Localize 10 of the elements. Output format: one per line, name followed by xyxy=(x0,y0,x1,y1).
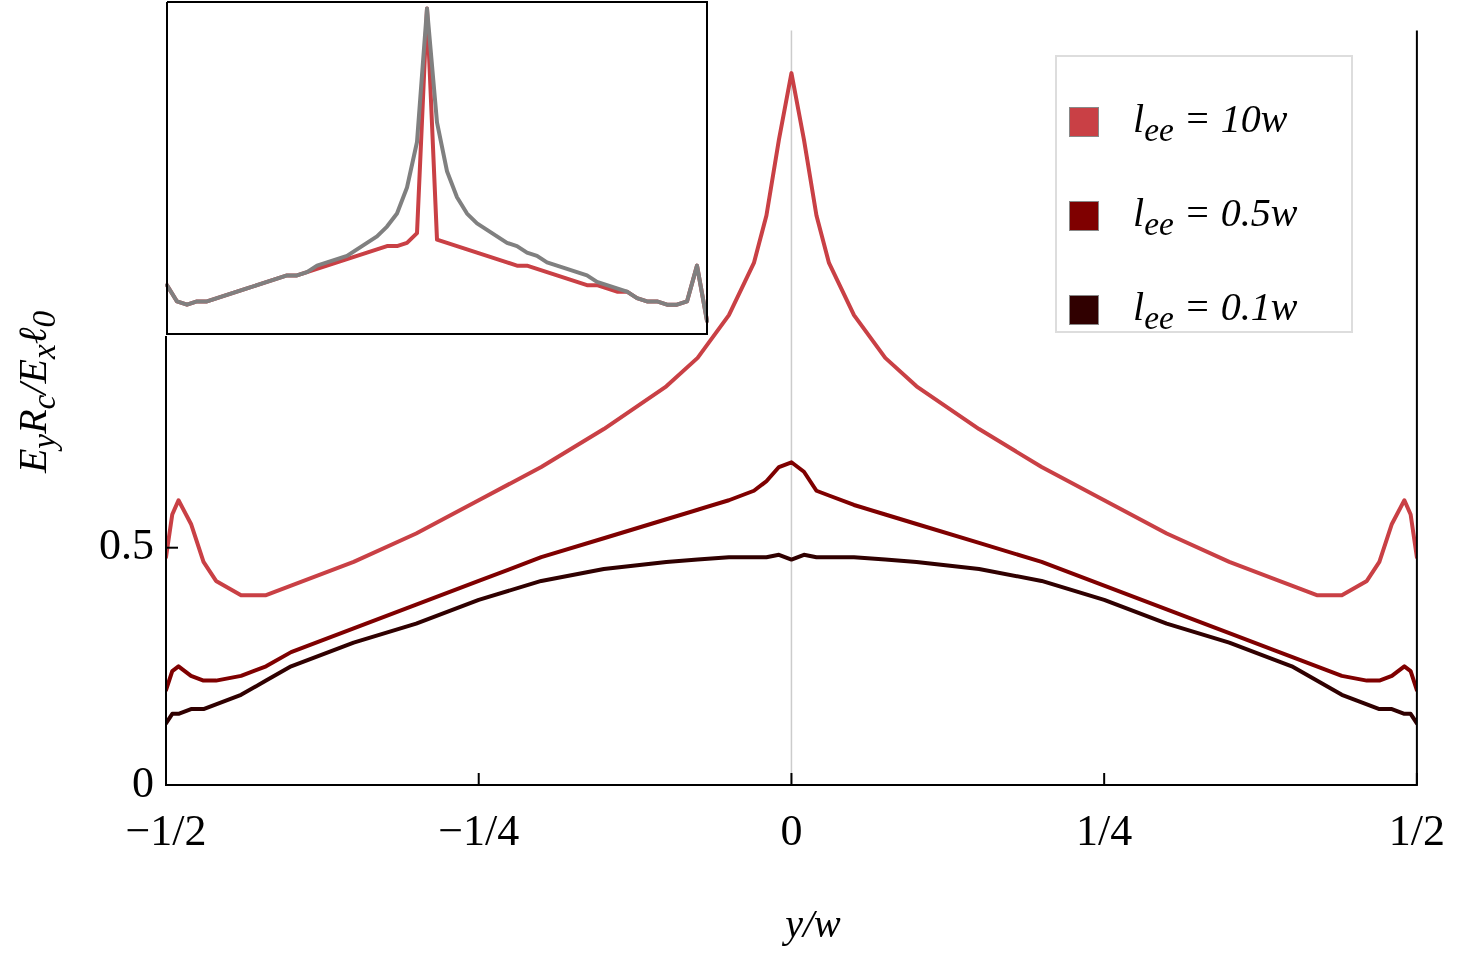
x-tick-label: 0 xyxy=(780,805,803,855)
x-tick-label: −1/4 xyxy=(438,805,520,855)
x-tick-label: 1/2 xyxy=(1388,805,1445,855)
x-tick-label: −1/2 xyxy=(125,805,207,855)
x-axis-title: y/w xyxy=(781,900,842,947)
legend-label: l$_{ee}$ = 0.1w xyxy=(1133,283,1298,337)
legend-label: l$_{ee}$ = 0.5w xyxy=(1133,189,1298,243)
legend-label: l$_{ee}$ = 10w xyxy=(1133,95,1288,149)
y-tick-label: 0.5 xyxy=(99,520,154,570)
x-tick-label: 1/4 xyxy=(1076,805,1133,855)
